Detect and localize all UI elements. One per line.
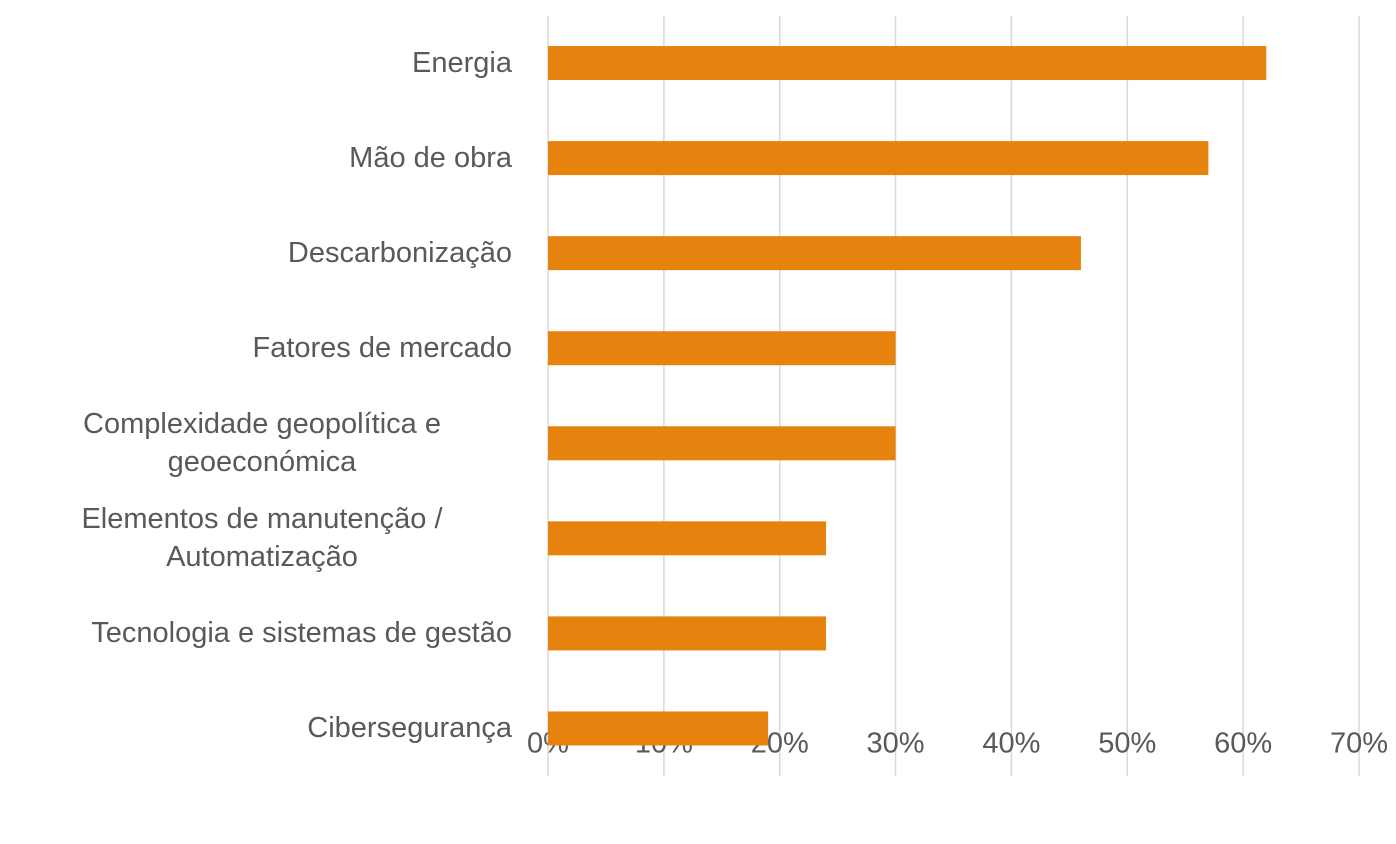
x-tick-label: 50%	[1098, 728, 1156, 760]
y-tick-label: Energia	[412, 47, 512, 80]
bar	[548, 616, 827, 651]
y-tick-label: Descarbonização	[287, 237, 512, 270]
y-tick-label: Fatores de mercado	[252, 332, 512, 365]
y-tick-label: Cibersegurança	[307, 712, 512, 745]
y-tick-label: Mão de obra	[349, 142, 512, 175]
y-tick-label: Tecnologia e sistemas de gestão	[91, 617, 512, 650]
x-tick-label: 30%	[867, 728, 925, 760]
x-tick-label: 40%	[982, 728, 1040, 760]
y-tick-label: Elementos de manutenção / Automatização	[81, 503, 443, 574]
bar	[548, 236, 1081, 271]
bar	[548, 46, 1267, 81]
bar	[548, 331, 896, 366]
bar	[548, 521, 827, 556]
bar	[548, 141, 1209, 176]
bar	[548, 426, 896, 461]
y-tick-label: Complexidade geopolítica e geoeconómica	[83, 408, 441, 479]
x-tick-label: 70%	[1330, 728, 1388, 760]
x-tick-label: 60%	[1214, 728, 1272, 760]
bar	[548, 711, 769, 746]
